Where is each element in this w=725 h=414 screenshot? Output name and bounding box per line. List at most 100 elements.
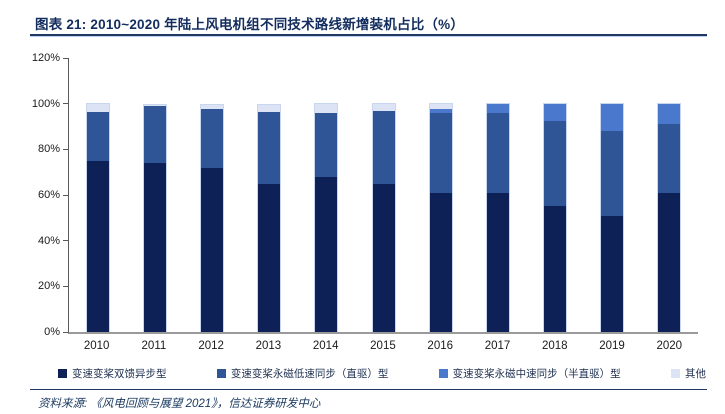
bar-slot-2014 <box>298 58 355 332</box>
legend-swatch-icon <box>438 369 448 378</box>
source-note: 资料来源: 《风电回顾与展望 2021》，信达证券研发中心 <box>38 398 321 410</box>
legend-label: 变速变桨永磁低速同步（直驱）型 <box>230 368 389 380</box>
bar-2016 <box>428 102 453 332</box>
bar-segment <box>601 215 624 332</box>
bar-slot-2011 <box>126 58 183 332</box>
chart-legend: 变速变桨双馈异步型 变速变桨永磁低速同步（直驱）型 变速变桨永磁中速同步（半直驱）型… <box>58 366 706 381</box>
x-axis-label-2011: 2011 <box>141 340 167 352</box>
bar-segment <box>200 104 223 110</box>
legend-swatch-icon <box>216 369 226 378</box>
x-axis-label-2012: 2012 <box>198 340 224 352</box>
bar-segment <box>601 103 624 132</box>
bar-segment <box>258 104 281 112</box>
bar-segment <box>86 111 109 161</box>
y-axis-tick-label: 120% <box>31 52 60 64</box>
legend-item: 变速变桨永磁低速同步（直驱）型 <box>216 366 389 381</box>
bar-slot-2015 <box>355 58 412 332</box>
legend-label: 其他 <box>684 368 706 380</box>
legend-item: 其他 <box>670 366 706 381</box>
bar-slot-2019 <box>584 58 641 332</box>
bar-segment <box>372 103 395 111</box>
bar-2011 <box>142 103 167 332</box>
y-axis-tick-mark <box>63 240 68 242</box>
bar-2017 <box>485 102 510 332</box>
bar-segment <box>315 103 338 113</box>
legend-swatch-icon <box>58 369 67 378</box>
y-axis-tick-label: 100% <box>31 97 60 110</box>
x-axis-label-2014: 2014 <box>312 340 339 352</box>
bar-segment <box>143 105 166 164</box>
bar-2019 <box>600 102 625 332</box>
bar-segment <box>429 109 452 113</box>
x-axis-label-2019: 2019 <box>599 340 625 352</box>
bar-segment <box>315 176 338 332</box>
bar-segment <box>658 103 681 125</box>
bar-2018 <box>543 102 568 332</box>
y-axis-tick-label: 20% <box>37 280 60 293</box>
y-axis-tick-label: 40% <box>37 234 60 247</box>
x-axis-label-2010: 2010 <box>83 340 110 352</box>
bar-segment <box>372 183 395 332</box>
y-axis-tick-label: 80% <box>37 143 60 156</box>
x-axis-label-2020: 2020 <box>656 340 683 352</box>
bar-slot-2017 <box>469 58 526 332</box>
bar-segment <box>486 103 509 113</box>
bar-segment <box>658 192 681 332</box>
bar-2020 <box>657 102 682 332</box>
y-axis-tick-mark <box>63 285 68 287</box>
bar-segment <box>658 124 681 193</box>
x-axis-label-2016: 2016 <box>427 340 454 352</box>
bar-segment <box>258 111 281 184</box>
bar-segment <box>372 110 395 184</box>
bar-segment <box>200 109 223 168</box>
bar-segment <box>143 104 166 106</box>
x-axis-labels: 2010 2011 2012 2013 2014 2015 2016 2017 2018 2019… <box>68 340 698 352</box>
x-axis-label-2015: 2015 <box>370 340 396 352</box>
bar-2014 <box>314 102 339 332</box>
bar-slot-2018 <box>527 58 584 332</box>
bar-slot-2020 <box>641 58 698 332</box>
legend-label: 变速变桨双馈异步型 <box>72 368 167 380</box>
bar-segment <box>486 112 509 193</box>
bar-segment <box>429 112 452 193</box>
y-axis-tick-mark <box>63 57 68 59</box>
legend-item: 变速变桨双馈异步型 <box>58 366 167 381</box>
bars-container <box>69 58 698 332</box>
bar-2012 <box>199 103 224 332</box>
bar-segment <box>315 112 338 177</box>
x-axis-label-2017: 2017 <box>484 340 511 352</box>
x-axis-label-2013: 2013 <box>255 340 282 352</box>
legend-swatch-icon <box>670 369 680 378</box>
bar-segment <box>200 167 223 332</box>
bar-2010 <box>85 102 110 332</box>
bar-segment <box>86 160 109 332</box>
chart-plot-area: 0% 20% 40% 60% 80% 100% 120% <box>32 52 698 338</box>
bar-segment <box>258 183 281 332</box>
bar-slot-2013 <box>241 58 298 332</box>
bar-2015 <box>371 102 396 332</box>
bar-segment <box>429 103 452 110</box>
y-axis-tick-label: 60% <box>37 189 60 201</box>
bar-slot-2016 <box>412 58 469 332</box>
footer-divider <box>30 389 707 390</box>
legend-label: 变速变桨永磁中速同步（半直驱）型 <box>452 368 621 380</box>
y-axis-tick-mark <box>63 194 68 196</box>
y-axis-tick-mark <box>63 331 68 333</box>
legend-item: 变速变桨永磁中速同步（半直驱）型 <box>438 366 621 381</box>
bar-segment <box>544 103 567 121</box>
bar-segment <box>544 120 567 207</box>
y-axis-tick-mark <box>63 148 68 150</box>
y-axis-tick-mark <box>63 103 68 105</box>
y-axis-tick-label: 0% <box>44 326 60 338</box>
figure-title: 图表 21: 2010~2020 年陆上风电机组不同技术路线新增装机占比（%） <box>35 17 465 32</box>
bar-2013 <box>257 103 282 332</box>
x-axis-label-2018: 2018 <box>541 340 568 352</box>
bar-segment <box>601 131 624 216</box>
bar-segment <box>86 103 109 112</box>
bar-segment <box>143 163 166 332</box>
bar-slot-2012 <box>183 58 240 332</box>
title-divider <box>30 34 707 36</box>
bar-segment <box>544 206 567 332</box>
bar-segment <box>486 192 509 332</box>
